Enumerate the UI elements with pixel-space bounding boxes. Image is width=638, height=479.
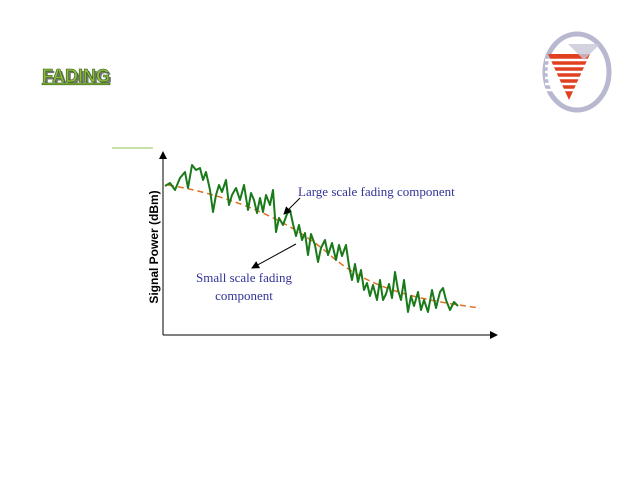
y-axis-label: Signal Power (dBm) (147, 190, 161, 303)
annotation-small-line: component (215, 288, 273, 303)
annotation-small-line: Small scale fading (196, 270, 293, 285)
logo (542, 31, 612, 113)
annotation-large: Large scale fading component (298, 184, 455, 199)
title-shadow: FADING (44, 68, 112, 88)
arrow (251, 243, 297, 269)
title: FADING (42, 66, 110, 86)
arrow (283, 197, 301, 215)
large-scale-curve (167, 184, 481, 309)
signal-curve (164, 164, 459, 313)
